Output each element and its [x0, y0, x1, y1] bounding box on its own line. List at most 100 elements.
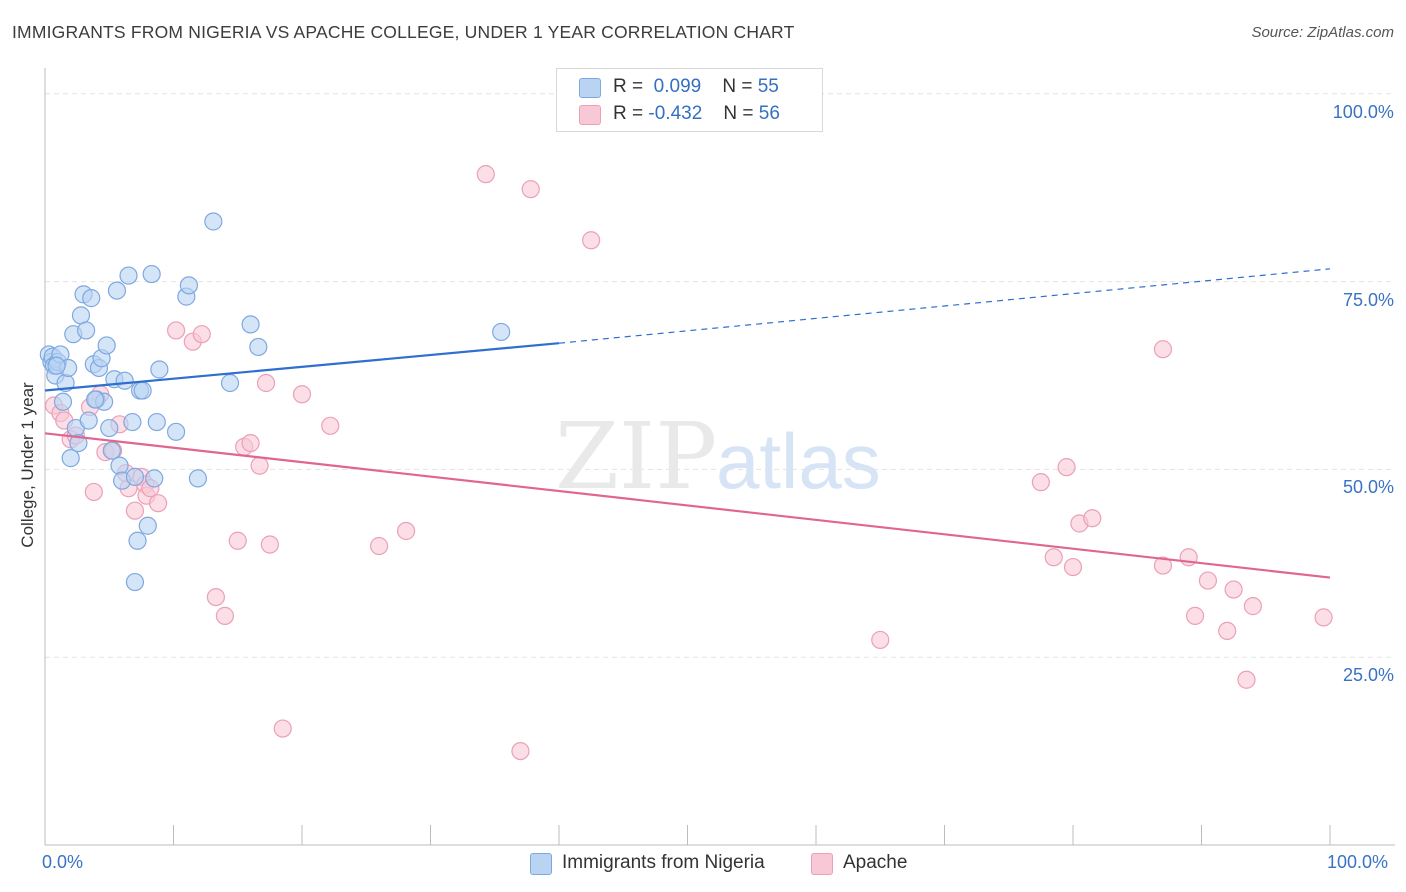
y-tick-label: 100.0% — [1332, 101, 1394, 122]
apache-point — [370, 536, 389, 556]
nigeria-point — [107, 281, 127, 300]
apache-point — [148, 494, 168, 513]
nigeria-point — [82, 289, 101, 308]
apache-point — [1314, 608, 1333, 627]
y-tick-label: 50.0% — [1343, 477, 1395, 498]
nigeria-legend-label: Immigrants from Nigeria — [562, 852, 765, 873]
apache-point — [1224, 580, 1243, 599]
apache-point — [192, 325, 211, 344]
nigeria-point — [86, 390, 105, 409]
nigeria-n-value: 55 — [757, 76, 779, 97]
correlation-legend: R = 0.099 N = 55 R = -0.432 N = 56 — [556, 68, 823, 132]
nigeria-point — [166, 422, 186, 441]
nigeria-point — [241, 315, 260, 334]
y-tick-label: 25.0% — [1343, 665, 1395, 686]
nigeria-point — [123, 412, 142, 432]
nigeria-swatch — [579, 78, 601, 98]
nigeria-trend-extension — [558, 268, 1331, 344]
nigeria-legend-swatch — [530, 853, 552, 875]
nigeria-point — [220, 373, 240, 393]
apache-legend-swatch — [811, 853, 833, 875]
nigeria-point — [179, 276, 199, 295]
apache-point — [1153, 556, 1173, 575]
watermark-zip: ZIP — [555, 403, 717, 510]
apache-point — [396, 521, 416, 541]
apache-point — [84, 482, 103, 502]
watermark-atlas: atlas — [716, 417, 881, 505]
apache-point — [1243, 597, 1263, 616]
nigeria-point — [204, 212, 223, 231]
nigeria-point — [102, 441, 121, 460]
nigeria-r-label: R = — [613, 76, 644, 97]
nigeria-r-value: 0.099 — [653, 76, 702, 97]
apache-point — [1237, 670, 1256, 689]
nigeria-point — [142, 264, 161, 284]
trend-lines — [44, 268, 1331, 579]
nigeria-point — [77, 321, 96, 340]
y-tick-label: 75.0% — [1343, 289, 1395, 310]
apache-n-label: N = — [723, 103, 754, 124]
apache-point — [511, 741, 530, 761]
apache-point — [1031, 473, 1050, 492]
apache-point — [260, 535, 279, 554]
apache-point — [241, 433, 260, 453]
nigeria-point — [100, 418, 119, 438]
apache-point — [125, 501, 145, 520]
apache-point — [1153, 340, 1173, 359]
apache-point — [256, 373, 276, 393]
nigeria-point — [119, 266, 138, 285]
nigeria-point — [138, 516, 157, 535]
nigeria-point — [150, 360, 169, 379]
apache-point — [250, 456, 269, 475]
apache-point — [321, 416, 340, 435]
apache-point — [521, 180, 540, 199]
apache-point — [582, 231, 601, 250]
nigeria-point — [110, 456, 129, 475]
apache-point — [1057, 458, 1076, 477]
apache-r-value: -0.432 — [648, 103, 703, 124]
gridlines — [45, 93, 1395, 658]
apache-point — [215, 606, 234, 625]
x-tick-max: 100.0% — [1327, 852, 1389, 872]
apache-points — [44, 165, 1333, 761]
nigeria-point — [71, 306, 91, 325]
apache-point — [166, 321, 186, 340]
nigeria-point — [97, 336, 116, 355]
nigeria-point — [69, 433, 88, 453]
nigeria-point — [128, 531, 147, 550]
apache-point — [871, 630, 890, 650]
axes — [44, 68, 1395, 846]
nigeria-point — [61, 449, 80, 468]
nigeria-n-label: N = — [722, 76, 753, 97]
apache-point — [1063, 557, 1083, 577]
nigeria-point — [188, 469, 208, 488]
nigeria-point — [115, 371, 134, 390]
apache-trend-line — [44, 432, 1331, 579]
apache-point — [1185, 606, 1205, 625]
apache-point — [273, 719, 292, 738]
apache-point — [476, 165, 495, 184]
apache-point — [292, 385, 312, 404]
x-tick-min: 0.0% — [42, 852, 84, 872]
apache-point — [1218, 621, 1237, 641]
apache-point — [206, 587, 226, 607]
nigeria-point — [47, 356, 66, 375]
nigeria-point — [147, 412, 166, 432]
apache-point — [1083, 509, 1102, 528]
source-credit: Source: ZipAtlas.com — [1251, 24, 1394, 41]
apache-r-label: R = — [613, 103, 644, 124]
nigeria-point — [249, 337, 268, 357]
apache-legend-label: Apache — [843, 852, 908, 873]
chart-title: IMMIGRANTS FROM NIGERIA VS APACHE COLLEG… — [12, 22, 795, 42]
nigeria-trend-line — [44, 342, 560, 392]
apache-point — [228, 531, 247, 550]
nigeria-point — [125, 572, 145, 592]
nigeria-point — [145, 469, 164, 488]
nigeria-point — [133, 381, 152, 400]
nigeria-point — [492, 322, 511, 342]
nigeria-point — [125, 467, 145, 487]
apache-point — [1198, 571, 1218, 590]
nigeria-point — [79, 411, 98, 430]
apache-swatch — [579, 105, 601, 125]
